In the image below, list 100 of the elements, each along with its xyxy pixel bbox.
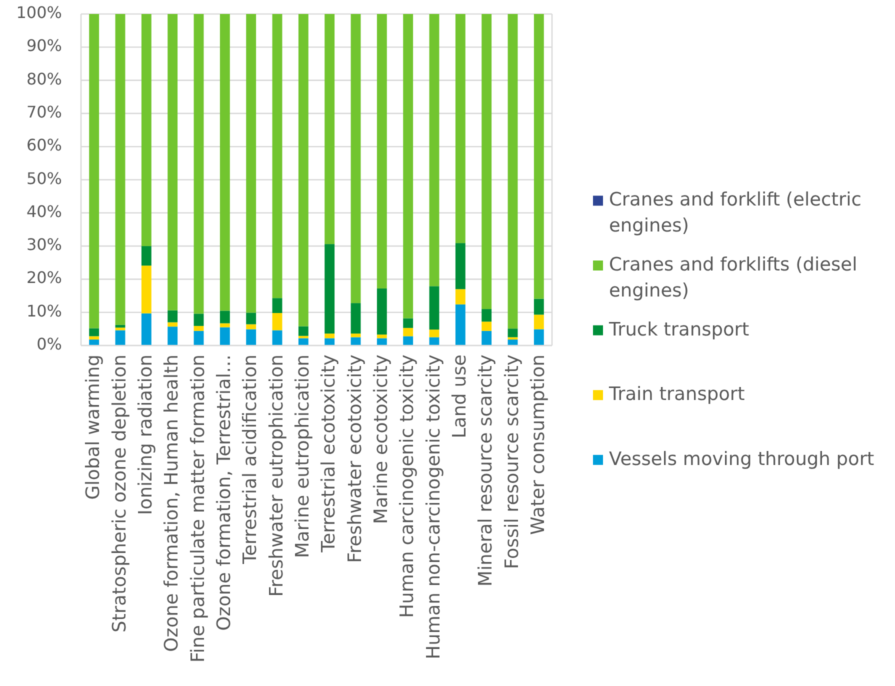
bar — [89, 336, 100, 340]
x-tick-label: Freshwater ecotoxicity — [344, 354, 366, 563]
y-tick-label: 40% — [26, 202, 62, 222]
x-tick-label: Mineral resource scarcity — [476, 354, 497, 586]
bar — [246, 329, 256, 346]
bar — [298, 326, 308, 336]
x-tick-label: Ozone formation, Terrestrial… — [214, 354, 235, 631]
bar — [455, 304, 466, 346]
x-tick-label: Marine eutrophication — [292, 354, 314, 558]
bar — [376, 338, 387, 346]
bar — [89, 340, 100, 346]
bar — [246, 14, 256, 313]
bar — [168, 310, 178, 322]
bar — [350, 303, 361, 334]
bar — [324, 14, 335, 244]
x-tick-label: Land use — [449, 354, 470, 438]
bar — [141, 14, 152, 246]
x-tick-label: Fossil resource scarcity — [502, 354, 523, 569]
bar — [246, 312, 256, 324]
bar — [298, 338, 308, 346]
bar — [168, 14, 178, 310]
bar — [429, 330, 440, 338]
bar — [350, 337, 361, 346]
x-tick-label: Human non-carcinogenic toxicity — [423, 354, 444, 660]
bar — [141, 313, 152, 346]
x-tick-label: Freshwater eutrophication — [266, 354, 288, 597]
x-tick-label: Terrestrial acidification — [240, 354, 262, 566]
bar — [115, 330, 126, 346]
x-tick-label: Stratospheric ozone depletion — [109, 354, 130, 632]
bar — [324, 338, 335, 346]
y-tick-label: 100% — [16, 3, 62, 22]
bar — [89, 14, 100, 328]
bar — [272, 298, 282, 314]
bar — [455, 243, 466, 290]
legend-label: Truck transport — [608, 319, 750, 340]
bar — [324, 334, 335, 338]
bar — [403, 328, 414, 336]
bar — [429, 286, 440, 330]
x-tick-label: Ionizing radiation — [135, 354, 156, 515]
legend-label: Train transport — [608, 384, 745, 406]
x-tick-label: Global warming — [83, 354, 104, 500]
bar — [482, 322, 492, 331]
y-tick-label: 60% — [26, 136, 62, 155]
x-tick-label: Human carcinogenic toxicity — [397, 354, 418, 618]
bar — [403, 336, 414, 346]
bar — [272, 14, 282, 298]
bar — [220, 14, 230, 311]
bar — [168, 326, 178, 346]
bar — [272, 330, 282, 346]
bar — [508, 14, 518, 329]
bar — [455, 14, 466, 244]
bar — [534, 298, 544, 315]
bar — [220, 327, 230, 346]
legend-label: Cranes and forklifts (diesel engines) — [609, 254, 858, 302]
bar — [194, 14, 204, 314]
x-tick-label: Ozone formation, Human health — [162, 354, 183, 652]
bar — [115, 328, 126, 330]
bar — [403, 318, 414, 328]
x-tick-label: Fine particulate matter formation — [188, 354, 209, 663]
legend-label: Cranes and forklift (electric engines) — [609, 190, 862, 237]
x-tick-label: Terrestrial ecotoxicity — [318, 354, 340, 554]
bar — [272, 313, 282, 330]
bar — [350, 334, 361, 338]
bar — [194, 330, 204, 346]
bar — [220, 323, 230, 328]
bar — [89, 328, 100, 336]
y-tick-label: 80% — [26, 70, 62, 89]
bar — [324, 244, 335, 334]
bar — [194, 314, 204, 326]
y-tick-label: 50% — [26, 169, 62, 188]
y-tick-label: 70% — [26, 102, 62, 122]
bar — [455, 289, 466, 304]
y-tick-label: 30% — [26, 235, 62, 254]
bar — [534, 314, 544, 330]
bar — [482, 14, 492, 310]
bar — [115, 14, 126, 325]
x-tick-label: Water consumption — [528, 354, 549, 535]
bar — [508, 328, 518, 338]
bar — [220, 310, 230, 324]
bar — [115, 324, 126, 328]
bar — [508, 337, 518, 340]
bar — [141, 266, 152, 314]
bar — [376, 334, 387, 338]
bar — [376, 14, 387, 288]
legend-label: Vessels moving through port — [609, 448, 874, 470]
bar — [534, 14, 544, 299]
bar — [350, 14, 361, 304]
bar — [168, 322, 178, 327]
bar — [194, 326, 204, 331]
y-tick-label: 0% — [36, 334, 62, 354]
bar — [376, 288, 387, 335]
x-tick-label: Marine ecotoxicity — [370, 354, 392, 524]
bar — [403, 14, 414, 318]
bar — [534, 329, 544, 346]
y-tick-label: 90% — [26, 36, 62, 56]
bar — [429, 14, 440, 286]
bar — [246, 324, 256, 330]
bar — [482, 309, 492, 322]
bar — [298, 14, 308, 326]
y-tick-label: 10% — [26, 302, 62, 321]
